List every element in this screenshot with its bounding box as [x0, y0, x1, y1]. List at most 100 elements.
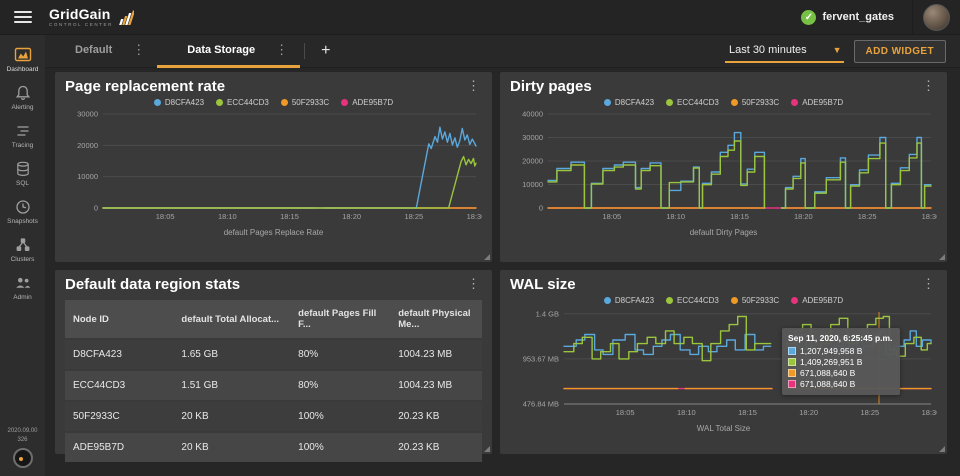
brand-logo[interactable]: GridGain CONTROL CENTER	[49, 7, 134, 28]
table-cell: 20.23 KB	[390, 432, 482, 462]
sidebar-item-admin[interactable]: Admin	[0, 269, 45, 307]
table-cell: 100%	[290, 432, 391, 462]
chevron-down-icon: ▼	[832, 44, 842, 55]
tab-data-storage-kebab-icon[interactable]: ⋮	[275, 41, 289, 57]
tab-default-kebab-icon[interactable]: ⋮	[132, 41, 146, 57]
panel-page-replacement-rate: Page replacement rate ⋮ D8CFA423 ECC44CD3…	[55, 72, 492, 262]
add-widget-button[interactable]: ADD WIDGET	[853, 39, 946, 63]
legend-dot	[730, 296, 738, 304]
sidebar-item-clusters[interactable]: Clusters	[0, 231, 45, 269]
table-header-cell[interactable]: default Physical Me...	[390, 300, 482, 339]
sidebar-item-dashboard[interactable]: Dashboard	[0, 41, 45, 79]
legend-item-50F2933C[interactable]: 50F2933C	[280, 98, 329, 107]
legend-item-ADE95B7D[interactable]: ADE95B7D	[341, 98, 393, 107]
add-tab-button[interactable]: +	[321, 42, 331, 59]
legend-item-D8CFA423[interactable]: D8CFA423	[603, 295, 655, 305]
legend-item-D8CFA423[interactable]: D8CFA423	[153, 97, 205, 107]
panel-data-region-stats: Default data region stats ⋮ Node ID defau…	[55, 270, 492, 462]
resize-handle[interactable]	[939, 254, 945, 260]
bell-icon	[15, 85, 30, 100]
resize-handle[interactable]	[484, 254, 490, 260]
legend-label: ECC44CD3	[227, 97, 269, 107]
table-cell: ADE95B7D	[65, 432, 174, 462]
time-range-dropdown[interactable]: Last 30 minutes ▼	[724, 40, 844, 63]
chart-caption: default Dirty Pages	[689, 228, 758, 237]
legend-item-ECC44CD3[interactable]: ECC44CD3	[216, 98, 269, 107]
tooltip-value: 671,088,640 B	[800, 379, 856, 389]
user-avatar[interactable]	[923, 3, 950, 31]
version-label: 2020.09.00 326	[7, 428, 38, 443]
table-row[interactable]: 50F2933C 20 KB 100% 20.23 KB	[65, 401, 482, 432]
table-row[interactable]: ADE95B7D 20 KB 100% 20.23 KB	[65, 432, 482, 462]
svg-text:18:25: 18:25	[404, 212, 423, 221]
tooltip-row: 1,207,949,958 B	[788, 346, 892, 356]
tooltip-row: 671,088,640 B	[788, 368, 892, 378]
legend-label: ADE95B7D	[802, 295, 844, 305]
legend-dot	[280, 98, 288, 106]
legend-item-ADE95B7D[interactable]: ADE95B7D	[791, 98, 843, 107]
table-row[interactable]: D8CFA423 1.65 GB 80% 1004.23 MB	[65, 339, 482, 370]
table-header-cell[interactable]: Node ID	[65, 300, 174, 339]
tooltip-swatch	[788, 358, 796, 366]
legend-label: ADE95B7D	[352, 97, 394, 107]
table-header-cell[interactable]: default Total Allocat...	[173, 300, 291, 339]
panel-title: Default data region stats	[65, 276, 241, 293]
sidebar-item-snapshots[interactable]: Snapshots	[0, 193, 45, 231]
sidebar-item-alerting[interactable]: Alerting	[0, 79, 45, 117]
panel-kebab-icon[interactable]: ⋮	[922, 78, 935, 93]
table-cell: 100%	[290, 401, 391, 432]
hamburger-menu-icon[interactable]	[0, 8, 45, 26]
panel-kebab-icon[interactable]: ⋮	[467, 78, 480, 93]
dirty-pages-chart[interactable]: 0 10000 20000 30000 40000 18:05 18:10 18:15 18:2…	[510, 108, 940, 222]
legend-label: ADE95B7D	[802, 97, 844, 107]
svg-text:10000: 10000	[77, 172, 98, 181]
legend-item-50F2933C[interactable]: 50F2933C	[730, 98, 779, 107]
series-ECC44CD3	[102, 155, 477, 209]
legend-dot	[216, 98, 224, 106]
sidebar-item-tracing[interactable]: Tracing	[0, 117, 45, 155]
brand-name: GridGain	[49, 5, 111, 22]
resize-handle[interactable]	[484, 446, 490, 452]
legend-dot	[730, 98, 738, 106]
table-cell: 1.65 GB	[173, 339, 291, 370]
resize-handle[interactable]	[939, 446, 945, 452]
legend-item-ECC44CD3[interactable]: ECC44CD3	[666, 98, 719, 107]
chart-legend: D8CFA423 ECC44CD3 50F2933C ADE95B7D	[510, 294, 937, 306]
legend-dot	[666, 296, 674, 304]
tab-divider	[304, 43, 306, 59]
svg-text:18:20: 18:20	[342, 212, 361, 221]
legend-label: D8CFA423	[614, 295, 655, 305]
legend-item-ECC44CD3[interactable]: ECC44CD3	[666, 296, 719, 305]
panel-kebab-icon[interactable]: ⋮	[922, 276, 935, 291]
legend-item-D8CFA423[interactable]: D8CFA423	[603, 98, 654, 107]
legend-dot	[666, 98, 674, 106]
topbar-divider	[912, 0, 913, 35]
svg-text:0: 0	[94, 204, 98, 213]
user-status[interactable]: ✓ fervent_gates	[801, 9, 894, 25]
mountain-logo-icon	[119, 10, 134, 25]
svg-text:18:05: 18:05	[602, 212, 621, 221]
tabbar: Default ⋮ Data Storage ⋮ + Last 30 minut…	[45, 35, 960, 68]
svg-text:953.67 MB: 953.67 MB	[523, 354, 559, 363]
legend-item-50F2933C[interactable]: 50F2933C	[730, 295, 780, 305]
legend-dot	[791, 296, 799, 304]
page-replacement-chart[interactable]: 0 10000 20000 30000 18:05 18:10 18:15 18:20 18:2…	[65, 108, 485, 222]
table-row[interactable]: ECC44CD3 1.51 GB 80% 1004.23 MB	[65, 370, 482, 401]
table-header-cell[interactable]: default Pages Fill F...	[290, 300, 391, 339]
legend-label: D8CFA423	[164, 97, 205, 107]
panel-title: Dirty pages	[510, 78, 592, 95]
sidebar-item-sql[interactable]: SQL	[0, 155, 45, 193]
tooltip-date: Sep 11, 2020, 6:25:45 p.m.	[788, 333, 893, 343]
svg-text:30000: 30000	[522, 133, 543, 142]
table-cell: 80%	[290, 370, 391, 401]
tab-default[interactable]: Default ⋮	[45, 35, 157, 68]
legend-item-ADE95B7D[interactable]: ADE95B7D	[791, 296, 843, 305]
status-check-icon: ✓	[801, 9, 817, 25]
clusters-icon	[16, 238, 29, 252]
tab-data-storage[interactable]: Data Storage ⋮	[157, 35, 301, 68]
legend-label: 50F2933C	[741, 295, 780, 305]
svg-text:40000: 40000	[522, 110, 543, 119]
panel-kebab-icon[interactable]: ⋮	[467, 276, 480, 291]
tooltip-value: 671,088,640 B	[800, 368, 856, 378]
panel-dirty-pages: Dirty pages ⋮ D8CFA423 ECC44CD3 50F2933C AD…	[500, 72, 947, 262]
